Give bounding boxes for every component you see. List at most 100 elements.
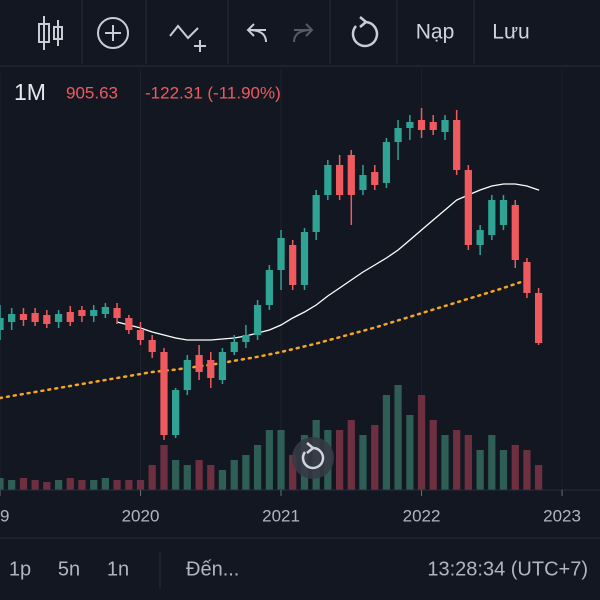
candle-body	[66, 312, 74, 322]
candle-body	[242, 335, 250, 342]
candle-body	[78, 310, 86, 316]
goto-button[interactable]: Đến...	[186, 558, 239, 580]
candle-body	[230, 342, 238, 352]
volume-bar	[488, 435, 496, 490]
volume-bar	[534, 465, 543, 490]
last-price: 905.63	[66, 83, 118, 102]
candle-body	[429, 122, 437, 130]
replay-button[interactable]	[292, 437, 334, 479]
volume-bar	[195, 460, 203, 490]
volume-bar	[31, 480, 39, 490]
toolbar-button[interactable]: Nạp	[416, 21, 455, 44]
candle-body	[359, 175, 367, 190]
candle-body	[312, 195, 320, 232]
volume-bar	[336, 430, 344, 490]
volume-bar	[0, 478, 4, 490]
toolbar-dividers	[0, 0, 600, 67]
candle-body	[453, 120, 461, 170]
candle-body	[43, 315, 51, 324]
volume-bar	[43, 482, 51, 490]
volume-bar	[394, 385, 402, 490]
candle-body	[511, 205, 519, 260]
volume-bar	[136, 480, 145, 490]
toolbar-button[interactable]: Lưu	[492, 21, 529, 44]
volume-bar	[289, 455, 297, 490]
volume-bar	[382, 395, 391, 490]
candle-body	[406, 122, 414, 128]
volume-bar	[125, 480, 133, 490]
volume-bar	[464, 435, 472, 490]
volume-bar	[230, 460, 238, 490]
volume-bar	[8, 480, 16, 490]
candle-body	[136, 330, 145, 340]
interval-button[interactable]: 1n	[107, 558, 129, 580]
volume-bar	[359, 435, 367, 490]
candle-body	[253, 305, 262, 335]
volume-bar	[172, 460, 180, 490]
candle-body	[172, 390, 180, 435]
add-indicator-icon[interactable]	[97, 17, 129, 49]
x-tick-label: 2021	[262, 506, 300, 525]
volume-layer	[0, 385, 543, 490]
volume-bar	[101, 478, 110, 490]
candle-body	[277, 238, 285, 270]
volume-bar	[54, 480, 63, 490]
candle-body	[499, 200, 508, 225]
volume-bar	[207, 465, 215, 490]
candle-layer	[0, 108, 543, 440]
volume-bar	[347, 420, 355, 490]
volume-bar	[277, 430, 285, 490]
candle-body	[8, 314, 16, 322]
candle-body	[113, 308, 121, 318]
candle-body	[523, 262, 531, 293]
indicator-line	[0, 278, 529, 400]
candle-body	[31, 313, 39, 322]
undo-icon[interactable]	[246, 23, 267, 43]
candle-body	[347, 155, 355, 195]
interval-button[interactable]: 1p	[9, 558, 31, 580]
candle-body	[300, 232, 309, 285]
drawing-icon[interactable]	[169, 24, 206, 52]
volume-bar	[406, 415, 414, 490]
candle-body	[207, 360, 215, 378]
candle-body	[289, 245, 297, 285]
volume-bar	[218, 470, 227, 490]
reset-icon[interactable]	[351, 16, 379, 48]
x-tick-label: 2023	[543, 506, 581, 525]
candle-body	[54, 314, 63, 322]
candle-body	[0, 318, 4, 330]
candle-body	[464, 170, 472, 245]
redo-icon	[293, 23, 314, 43]
volume-bar	[523, 450, 531, 490]
x-tick-label: 2020	[122, 506, 160, 525]
candle-body	[19, 314, 28, 320]
x-tick-label: 19	[0, 506, 9, 525]
volume-bar	[429, 420, 437, 490]
volume-bar	[441, 435, 449, 490]
x-axis: 19 2020 2021 2022 2023	[0, 489, 600, 525]
candle-body	[160, 352, 168, 435]
candle-body	[125, 318, 133, 330]
volume-bar	[511, 445, 519, 490]
toolbar	[38, 16, 379, 52]
clock: 13:28:34 (UTC+7)	[427, 558, 588, 580]
volume-bar	[78, 480, 86, 490]
candle-body	[441, 120, 449, 132]
candle-body	[218, 352, 227, 380]
volume-bar	[499, 450, 508, 490]
candle-body	[382, 142, 391, 183]
volume-bar	[476, 450, 484, 490]
candle-body	[195, 355, 203, 372]
volume-bar	[371, 425, 379, 490]
interval-button[interactable]: 5n	[58, 558, 80, 580]
candle-body	[371, 172, 379, 185]
candle-body	[476, 230, 484, 245]
volume-bar	[160, 445, 168, 490]
volume-bar	[265, 430, 273, 490]
candle-body	[148, 340, 156, 352]
candle-icon[interactable]	[38, 16, 63, 50]
volume-bar	[453, 430, 461, 490]
